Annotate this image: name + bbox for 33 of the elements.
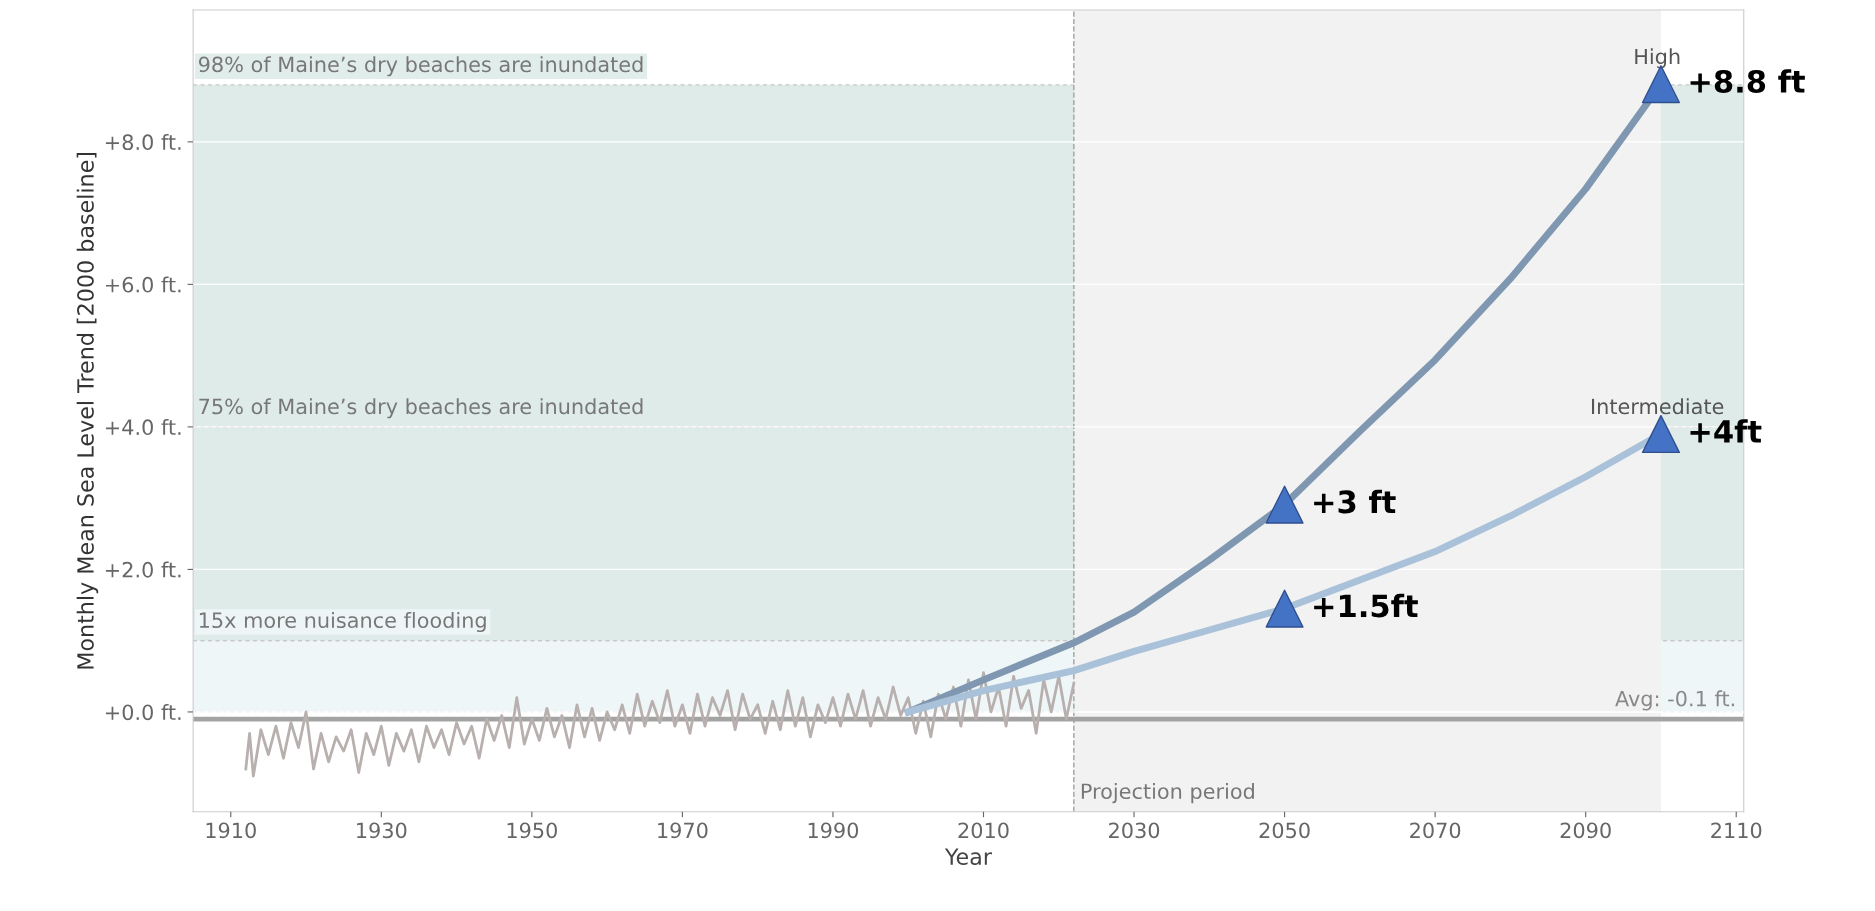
- x-tick-label: 2010: [958, 822, 1009, 839]
- band-label: Projection period: [1081, 782, 1254, 804]
- point: [1265, 589, 1304, 628]
- y-tick-label: +6.0 ft.: [105, 276, 181, 293]
- point: [1641, 414, 1681, 454]
- y-tick-label: +8.0 ft.: [105, 133, 181, 151]
- band-label: 75% of Maine’s dry beaches are inundated: [199, 398, 643, 419]
- ref-line-label: Avg: -0.1 ft.: [1615, 690, 1734, 711]
- x-tick-label: 2070: [1410, 822, 1461, 839]
- x-axis-title: Year: [944, 848, 992, 866]
- x-tick-label: 1970: [658, 822, 708, 839]
- y-tick-label: +0.0 ft.: [105, 704, 181, 721]
- line-series: [244, 671, 1076, 778]
- x-tick-label: 2030: [1109, 822, 1160, 839]
- y-tick-label: +2.0 ft.: [105, 561, 181, 578]
- y-axis-title: Monthly Mean Sea Level Trend [2000 baseline]: [76, 152, 99, 669]
- x-tick-label: 2110: [1711, 822, 1762, 839]
- series-label: High: [1635, 48, 1680, 69]
- y-tick-label: +4.0 ft.: [105, 418, 181, 436]
- x-tick-label: 1950: [507, 822, 557, 839]
- x-tick-label: 1910: [206, 822, 256, 839]
- data-label: +8.8 ft: [1690, 69, 1805, 93]
- x-tick-label: 1930: [357, 822, 407, 839]
- band-label: 15x more nuisance flooding: [199, 611, 486, 633]
- band-label: 98% of Maine’s dry beaches are inundated: [198, 56, 643, 77]
- data-label: +3 ft: [1314, 489, 1396, 514]
- x-tick-label: 1990: [808, 822, 859, 839]
- series-label: Intermediate: [1592, 398, 1724, 415]
- data-label: +4ft: [1690, 419, 1762, 443]
- data-label: +1.5ft: [1314, 593, 1418, 618]
- x-tick-label: 2090: [1560, 822, 1611, 839]
- point: [1265, 485, 1304, 524]
- x-tick-label: 2050: [1259, 822, 1310, 839]
